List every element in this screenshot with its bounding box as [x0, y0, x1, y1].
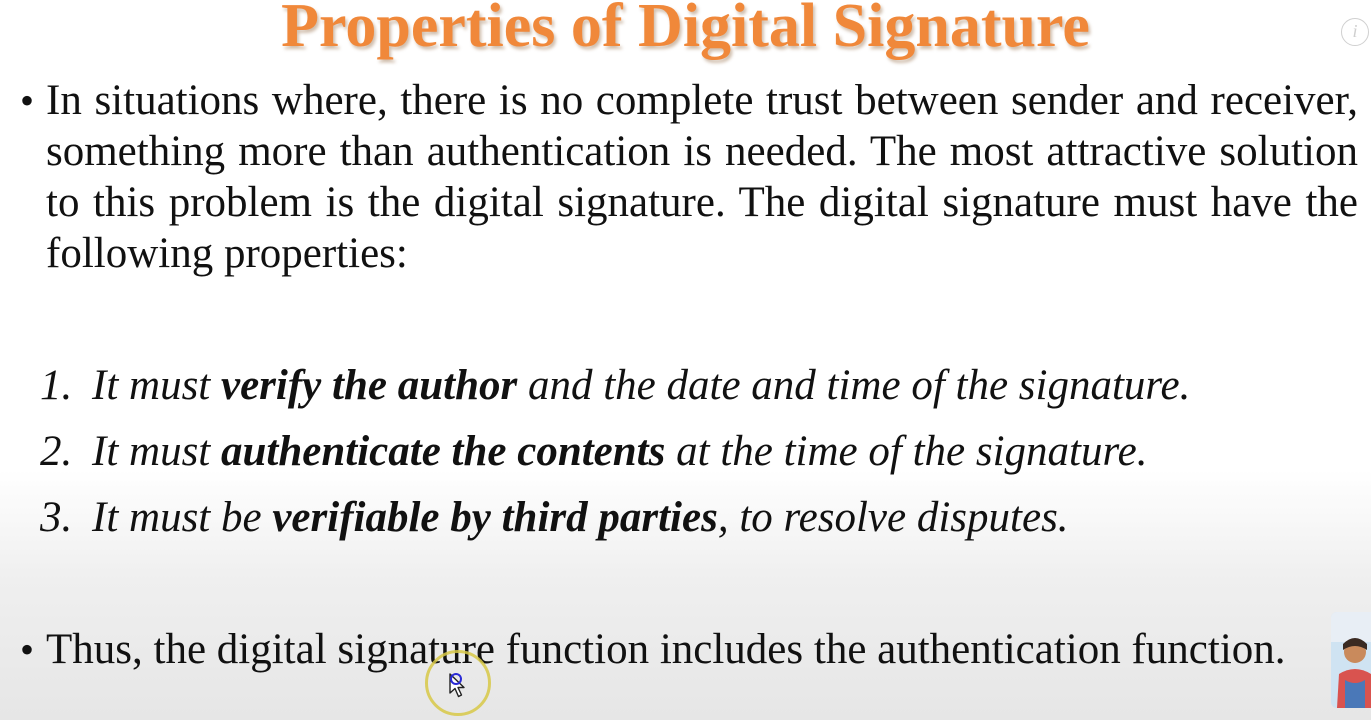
property-number: 2.	[40, 428, 73, 475]
presenter-thumbnail[interactable]	[1331, 612, 1371, 708]
info-label: i	[1352, 21, 1358, 41]
property-text-lead: It must be	[92, 494, 273, 541]
property-item: 2. It must authenticate the contents at t…	[40, 424, 1350, 490]
presenter-thumbnail-icon	[1331, 612, 1371, 708]
property-number: 1.	[40, 362, 73, 409]
conclusion-text: Thus, the digital signature function inc…	[46, 626, 1286, 673]
bullet-marker: •	[20, 627, 35, 672]
property-emphasis: authenticate the contents	[221, 428, 666, 475]
property-text-rest: , to resolve disputes.	[717, 494, 1069, 541]
property-item: 1. It must verify the author and the date…	[40, 358, 1350, 424]
property-number: 3.	[40, 494, 73, 541]
intro-bullet: • In situations where, there is no compl…	[20, 75, 1358, 279]
slide-title: Properties of Digital Signature	[281, 0, 1090, 60]
property-emphasis: verifiable by third parties	[272, 494, 718, 541]
cursor-highlight-ring	[425, 650, 491, 716]
bullet-marker: •	[20, 78, 35, 123]
property-text-lead: It must	[92, 362, 221, 409]
property-text-rest: at the time of the signature.	[665, 428, 1148, 475]
property-text-rest: and the date and time of the signature.	[517, 362, 1191, 409]
conclusion-bullet: • Thus, the digital signature function i…	[20, 624, 1358, 675]
intro-text: In situations where, there is no complet…	[46, 77, 1358, 277]
property-text-lead: It must	[92, 428, 221, 475]
info-icon[interactable]: i	[1341, 18, 1369, 46]
property-emphasis: verify the author	[221, 362, 518, 409]
properties-list: 1. It must verify the author and the date…	[40, 358, 1350, 556]
mouse-pointer-icon	[449, 673, 465, 698]
property-item: 3. It must be verifiable by third parties…	[40, 490, 1350, 556]
